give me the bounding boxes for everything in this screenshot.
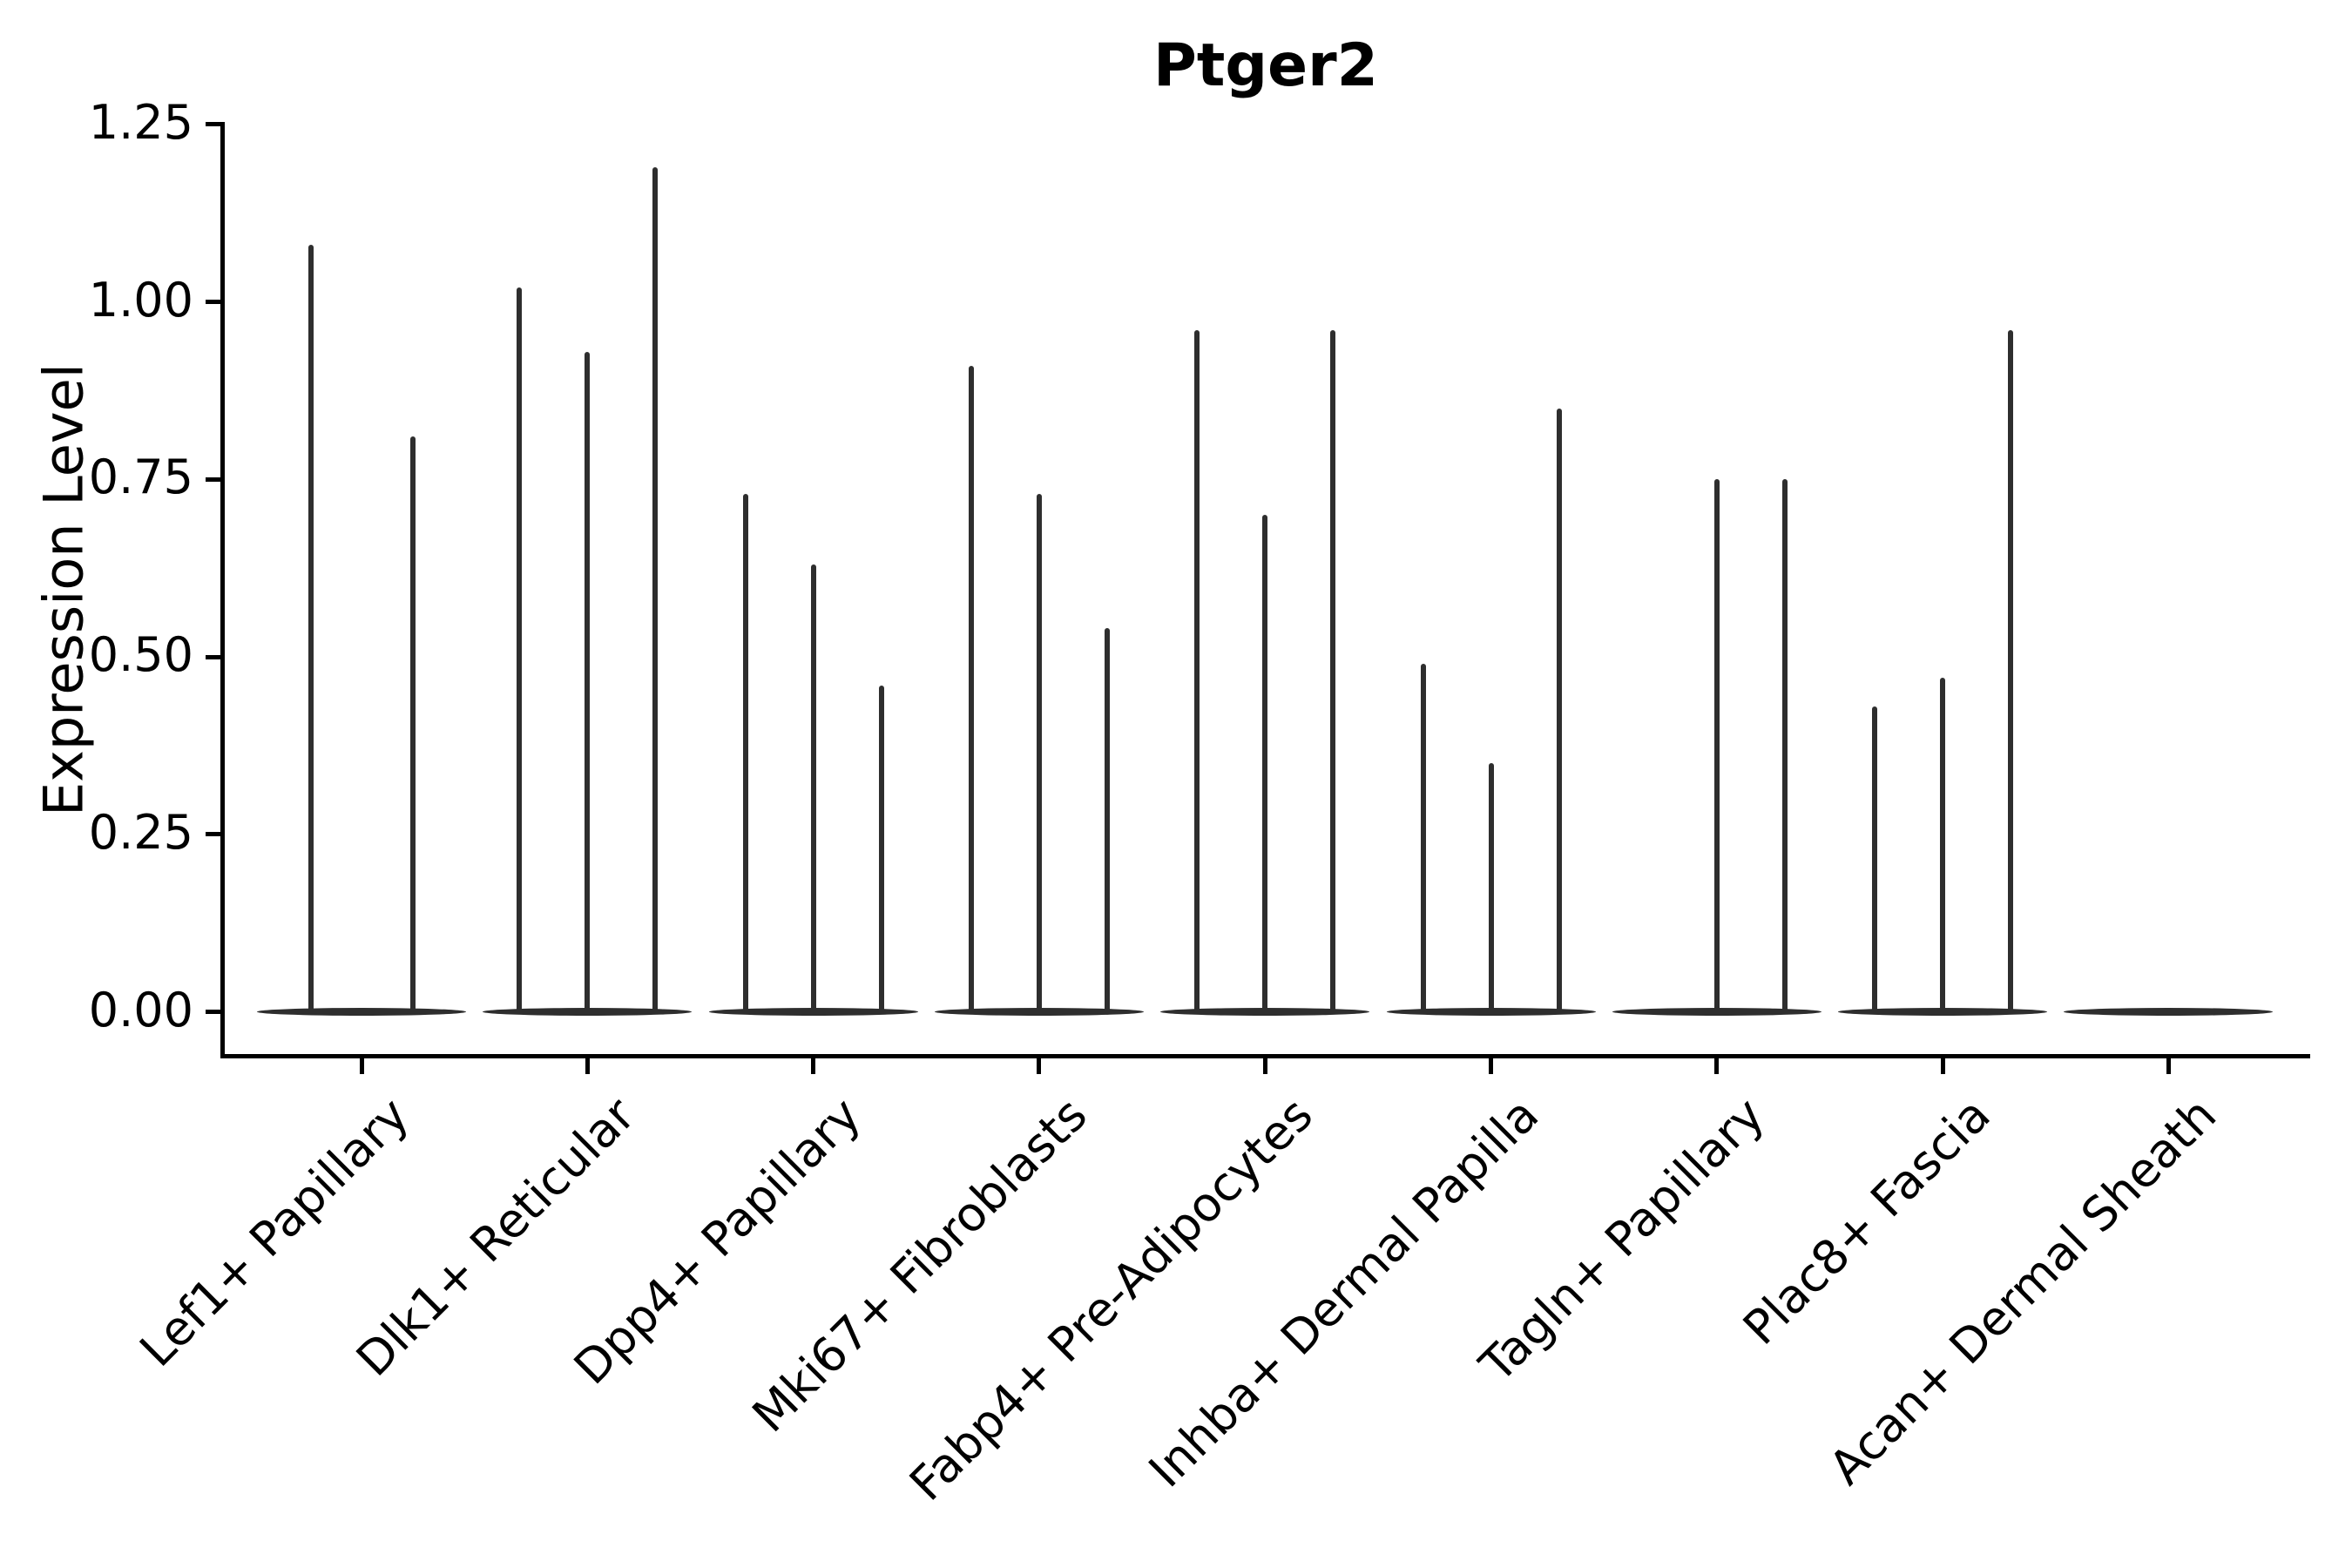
y-tick-label: 0.25 [88, 804, 193, 860]
violin-spike [1713, 479, 1720, 1014]
violin-spike [652, 166, 659, 1014]
x-tick-mark [585, 1058, 590, 1074]
y-tick-label: 0.00 [88, 982, 193, 1037]
violin-spike [2008, 330, 2014, 1014]
violin-spike [308, 245, 314, 1014]
violin-spike [1488, 763, 1494, 1014]
y-tick-mark [206, 122, 221, 127]
violin-base [257, 1008, 466, 1016]
violin-spike [1194, 330, 1200, 1014]
violin-spike [1262, 515, 1268, 1014]
x-tick-mark [1489, 1058, 1493, 1074]
violin-spike [1940, 678, 1946, 1014]
x-axis-spine [220, 1054, 2310, 1058]
violin-spike [585, 351, 591, 1014]
x-tick-mark [1940, 1058, 1945, 1074]
x-tick-mark [811, 1058, 816, 1074]
violin-spike [1872, 706, 1878, 1014]
x-tick-mark [1714, 1058, 1720, 1074]
y-tick-label: 0.75 [88, 449, 193, 505]
violin-spike [878, 685, 884, 1014]
y-tick-label: 0.50 [88, 626, 193, 682]
y-tick-label: 1.25 [88, 94, 193, 150]
y-tick-label: 1.00 [88, 272, 193, 328]
y-tick-mark [206, 1010, 221, 1014]
y-tick-mark [206, 654, 221, 659]
y-tick-mark [206, 300, 221, 304]
x-tick-label: Inhba+ Dermal Papilla [1138, 1087, 1550, 1498]
violin-spike [1036, 493, 1042, 1014]
x-tick-mark [1037, 1058, 1042, 1074]
y-axis-spine [220, 122, 225, 1058]
x-tick-mark [359, 1058, 364, 1074]
violin-spike [968, 365, 974, 1014]
violin-spike [810, 564, 816, 1014]
violin-spike [1781, 479, 1788, 1014]
x-tick-mark [1262, 1058, 1267, 1074]
violin-spike [517, 287, 523, 1014]
x-tick-mark [2166, 1058, 2171, 1074]
violin-base [2064, 1008, 2274, 1016]
violin-spike [1420, 664, 1426, 1014]
y-tick-mark [206, 832, 221, 837]
x-tick-label: Fabp4+ Pre-Adipocytes [898, 1087, 1323, 1511]
violin-spike [742, 493, 748, 1014]
y-tick-mark [206, 476, 221, 482]
violin-spike [1330, 330, 1336, 1014]
y-axis-label: Expression Level [31, 363, 96, 816]
x-tick-label: Acan+ Dermal Sheath [1818, 1087, 2227, 1496]
violin-spike [409, 436, 416, 1014]
chart-title: Ptger2 [1153, 31, 1378, 100]
violin-spike [1104, 628, 1110, 1014]
violin-spike [1556, 408, 1562, 1014]
